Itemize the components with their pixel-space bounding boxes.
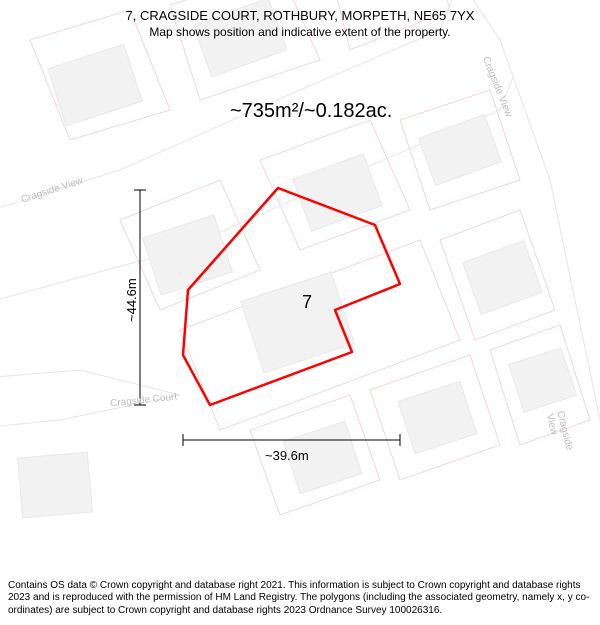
area-label: ~735m²/~0.182ac. <box>230 100 392 123</box>
plot-number: 7 <box>302 292 312 313</box>
address-title: 7, CRAGSIDE COURT, ROTHBURY, MORPETH, NE… <box>10 8 590 23</box>
width-label: ~39.6m <box>265 448 309 463</box>
height-label: ~44.6m <box>124 278 139 322</box>
footer-copyright: Contains OS data © Crown copyright and d… <box>0 574 600 625</box>
header: 7, CRAGSIDE COURT, ROTHBURY, MORPETH, NE… <box>0 0 600 43</box>
subtitle: Map shows position and indicative extent… <box>10 25 590 39</box>
